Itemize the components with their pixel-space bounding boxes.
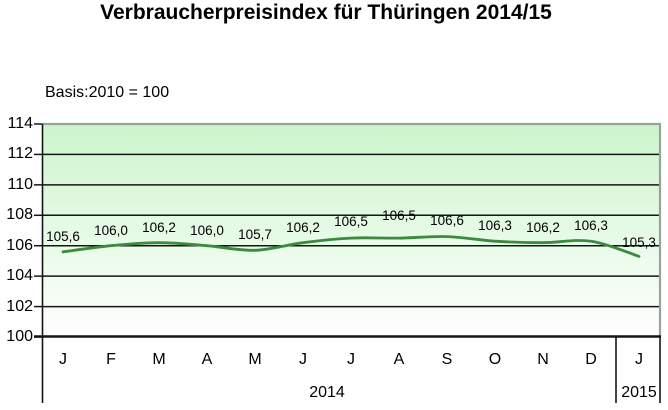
- x-axis-month-label: J: [59, 351, 67, 368]
- y-axis-tick-label: 102: [6, 297, 33, 315]
- y-axis-tick-label: 114: [7, 115, 33, 132]
- y-axis-tick-label: 110: [7, 175, 33, 193]
- chart-title: Verbraucherpreisindex für Thüringen 2014…: [100, 1, 552, 24]
- x-axis-month-label: A: [393, 351, 405, 368]
- data-point-label: 106,2: [526, 219, 560, 235]
- x-axis-month-label: F: [106, 351, 116, 368]
- y-axis-tick-label: 104: [6, 267, 33, 285]
- y-axis-tick-label: 100: [6, 328, 33, 345]
- y-axis-tick-label: 112: [7, 145, 33, 163]
- year-label: 2014: [309, 384, 345, 401]
- y-axis-tick-label: 106: [6, 236, 33, 254]
- data-point-label: 106,2: [142, 219, 176, 235]
- x-axis-month-label: J: [347, 351, 355, 368]
- data-point-label: 106,2: [286, 219, 320, 235]
- x-axis-month-label: M: [248, 351, 262, 368]
- data-point-label: 106,6: [430, 212, 464, 228]
- data-point-label: 106,3: [574, 218, 608, 234]
- data-point-label: 106,5: [334, 214, 368, 230]
- data-point-label: 106,0: [94, 222, 128, 238]
- data-point-label: 106,0: [190, 222, 224, 238]
- x-axis-month-label: A: [201, 351, 213, 368]
- plot-area-background: [42, 124, 661, 337]
- data-point-label: 105,6: [46, 228, 80, 244]
- data-point-label: 106,3: [478, 218, 512, 234]
- x-axis-month-label: M: [152, 351, 166, 368]
- y-axis-tick-label: 108: [6, 206, 33, 224]
- data-point-label: 106,5: [382, 208, 416, 224]
- x-axis-month-label: O: [488, 351, 502, 368]
- year-label: 2015: [621, 384, 657, 401]
- x-axis-month-label: J: [635, 351, 643, 368]
- x-axis-month-label: J: [299, 351, 307, 368]
- x-axis-month-label: N: [537, 351, 549, 368]
- x-axis-month-label: S: [441, 351, 453, 368]
- chart-basis-label: Basis:2010 = 100: [45, 84, 170, 101]
- cpi-line-series: [61, 235, 641, 258]
- data-point-label: 105,3: [622, 235, 656, 251]
- x-axis-month-label: D: [585, 351, 597, 368]
- data-point-label: 105,7: [238, 227, 272, 243]
